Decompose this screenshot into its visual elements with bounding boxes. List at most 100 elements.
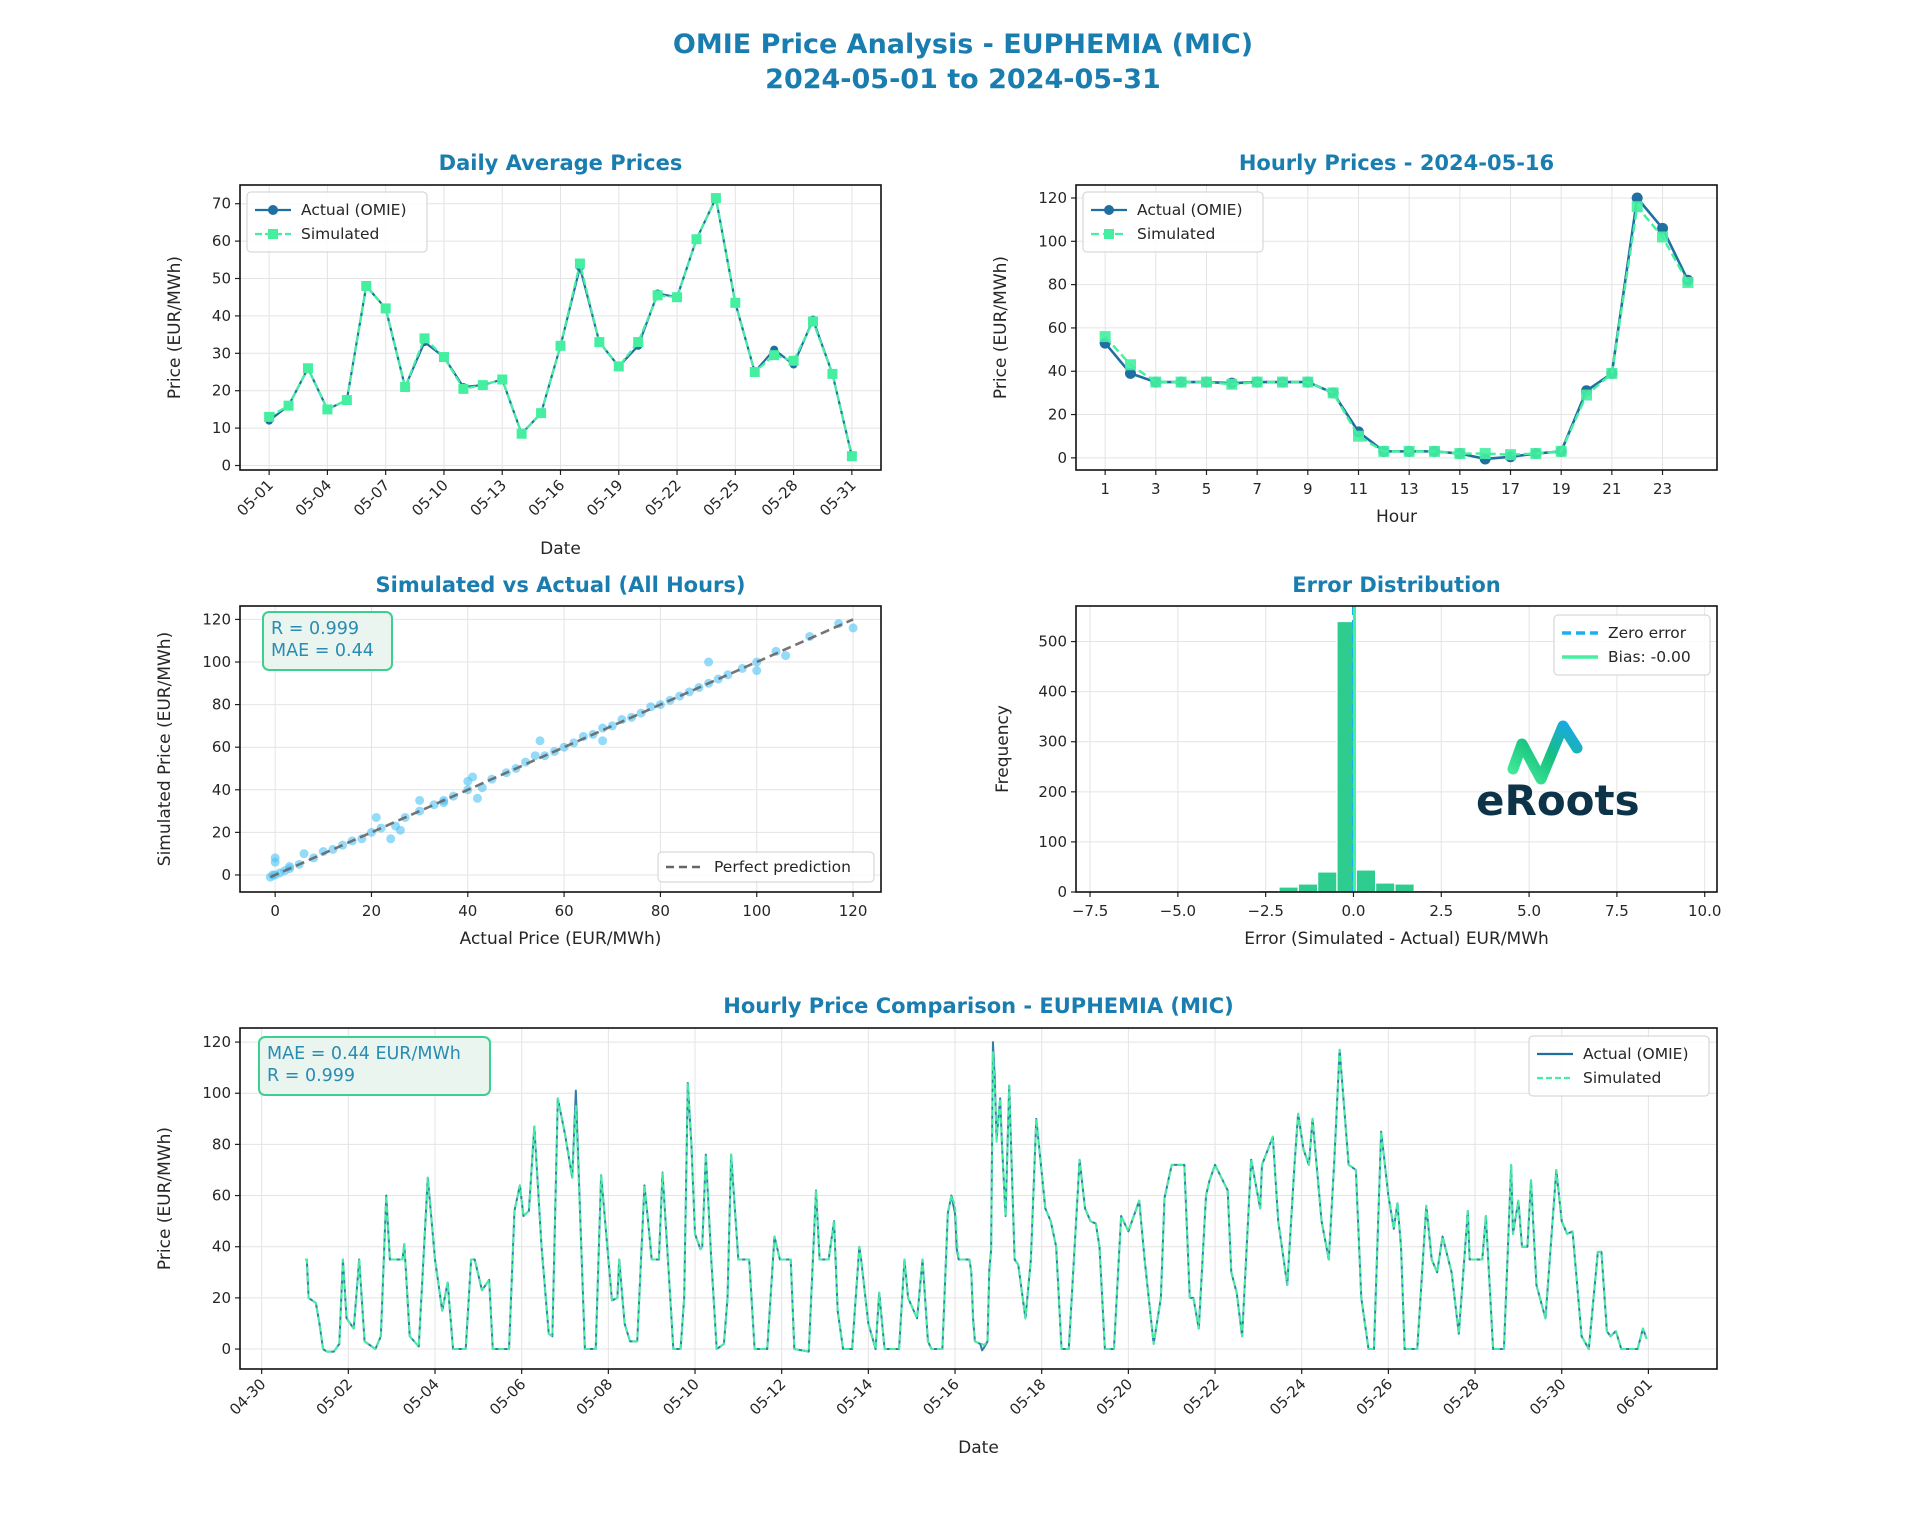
y-tick-label: 0 — [221, 1340, 231, 1358]
x-tick-label: 05-25 — [700, 476, 744, 520]
x-tick-label: −7.5 — [1072, 902, 1108, 920]
simulated-point — [438, 352, 449, 363]
y-tick-label: 80 — [1048, 276, 1067, 294]
axes-frame — [239, 1027, 1718, 1370]
plot-area — [1104, 606, 1686, 892]
chart-title: Hourly Price Comparison - EUPHEMIA (MIC) — [723, 994, 1233, 1018]
x-tick-label: 05-30 — [1526, 1375, 1570, 1419]
simulated-point — [633, 337, 644, 348]
simulated-point — [1302, 376, 1314, 388]
simulated-point — [1606, 367, 1618, 379]
simulated-point — [613, 361, 624, 372]
y-tick-label: 60 — [1048, 319, 1067, 337]
histogram-bar — [1394, 883, 1415, 892]
x-tick-label: 23 — [1653, 480, 1672, 498]
y-tick-label: 40 — [1048, 362, 1067, 380]
x-tick-label: 05-19 — [583, 476, 627, 520]
plot-area — [305, 1041, 1648, 1353]
x-tick-label: 5.0 — [1517, 902, 1541, 920]
axes-frame — [239, 184, 882, 471]
axes-frame — [1075, 184, 1718, 471]
plot-area — [265, 618, 858, 882]
scatter-point — [752, 666, 762, 676]
x-tick-label: −5.0 — [1160, 902, 1196, 920]
legend-item: Bias: -0.00 — [1562, 648, 1691, 666]
x-tick-label: 05-14 — [833, 1375, 877, 1419]
x-tick-label: 05-01 — [233, 476, 277, 520]
simulated-point — [458, 383, 469, 394]
y-axis-label: Price (EUR/MWh) — [991, 256, 1011, 399]
eroots-zigzag-logo-icon — [1507, 720, 1583, 785]
x-tick-label: 06-01 — [1613, 1375, 1657, 1419]
annotation-frame — [262, 611, 393, 671]
y-axis-label: Price (EUR/MWh) — [155, 1127, 175, 1270]
x-tick-label: 05-12 — [746, 1375, 790, 1419]
x-tick-label: 3 — [1151, 480, 1161, 498]
y-tick-label: 20 — [212, 823, 231, 841]
legend-item: Simulated — [1537, 1069, 1661, 1087]
legend-box — [1553, 614, 1711, 676]
y-tick-label: 30 — [212, 344, 231, 362]
legend-label: Actual (OMIE) — [1137, 201, 1243, 219]
annotation-text: MAE = 0.44 EUR/MWh — [267, 1044, 461, 1064]
chart-scatter: 0 20 40 60 80 100 120 0 20 40 60 80 100 120 Simulated … — [155, 573, 882, 949]
annotation-text: R = 0.999 — [271, 619, 359, 639]
simulated-point — [536, 408, 547, 419]
x-tick-label: 9 — [1303, 480, 1313, 498]
legend-label: Simulated — [1137, 225, 1215, 243]
histogram-bar — [1355, 869, 1377, 892]
simulated-point — [1124, 359, 1136, 371]
y-tick-label: 500 — [1038, 633, 1067, 651]
y-tick-label: 0 — [221, 866, 231, 884]
x-axis-label: Hour — [1376, 507, 1417, 527]
legend-item: Actual (OMIE) — [1537, 1045, 1689, 1063]
simulated-series-line — [305, 1048, 1648, 1353]
legend-label: Simulated — [1583, 1069, 1661, 1087]
chart-daily: 05-01 05-04 05-07 05-10 05-13 05-16 05-19 05-22… — [165, 151, 882, 559]
legend-box — [1528, 1035, 1710, 1097]
simulated-point — [1226, 378, 1238, 390]
x-tick-label: 10.0 — [1688, 902, 1721, 920]
simulated-point — [1479, 448, 1491, 460]
histogram-bar — [1336, 620, 1357, 892]
scatter-point — [598, 736, 608, 746]
y-tick-label: 60 — [212, 232, 231, 250]
y-tick-label: 120 — [202, 1033, 231, 1051]
y-axis-label: Frequency — [993, 705, 1013, 793]
simulated-point — [594, 337, 605, 348]
legend-box — [657, 851, 875, 883]
x-tick-label: 05-10 — [659, 1375, 703, 1419]
simulated-point — [1581, 389, 1593, 401]
actual-point — [1657, 222, 1669, 234]
x-tick-label: 05-22 — [641, 476, 685, 520]
x-tick-label: 05-28 — [1439, 1375, 1483, 1419]
simulated-point — [1352, 430, 1364, 442]
y-tick-label: 120 — [1038, 189, 1067, 207]
x-tick-label: 7 — [1252, 480, 1262, 498]
y-tick-label: 0 — [1057, 449, 1067, 467]
simulated-point — [846, 451, 857, 462]
simulated-point — [1251, 376, 1263, 388]
y-tick-label: 100 — [202, 1084, 231, 1102]
plot-area — [264, 193, 857, 462]
simulated-point — [1378, 445, 1390, 457]
legend-circle-marker — [268, 205, 278, 215]
legend-label: Bias: -0.00 — [1608, 648, 1691, 666]
simulated-point — [1631, 201, 1643, 213]
y-tick-label: 200 — [1038, 783, 1067, 801]
scatter-point — [371, 812, 381, 822]
x-tick-label: 80 — [651, 902, 670, 920]
x-tick-label: 11 — [1349, 480, 1368, 498]
x-axis-label: Actual Price (EUR/MWh) — [460, 929, 662, 949]
x-tick-label: 04-30 — [226, 1375, 270, 1419]
x-tick-label: 05-16 — [525, 476, 569, 520]
y-tick-label: 10 — [212, 419, 231, 437]
plot-area — [1099, 192, 1694, 465]
simulated-point — [574, 258, 585, 269]
eroots-logo: eRoots — [1476, 720, 1640, 825]
simulated-point — [380, 303, 391, 314]
legend-box — [246, 191, 428, 253]
